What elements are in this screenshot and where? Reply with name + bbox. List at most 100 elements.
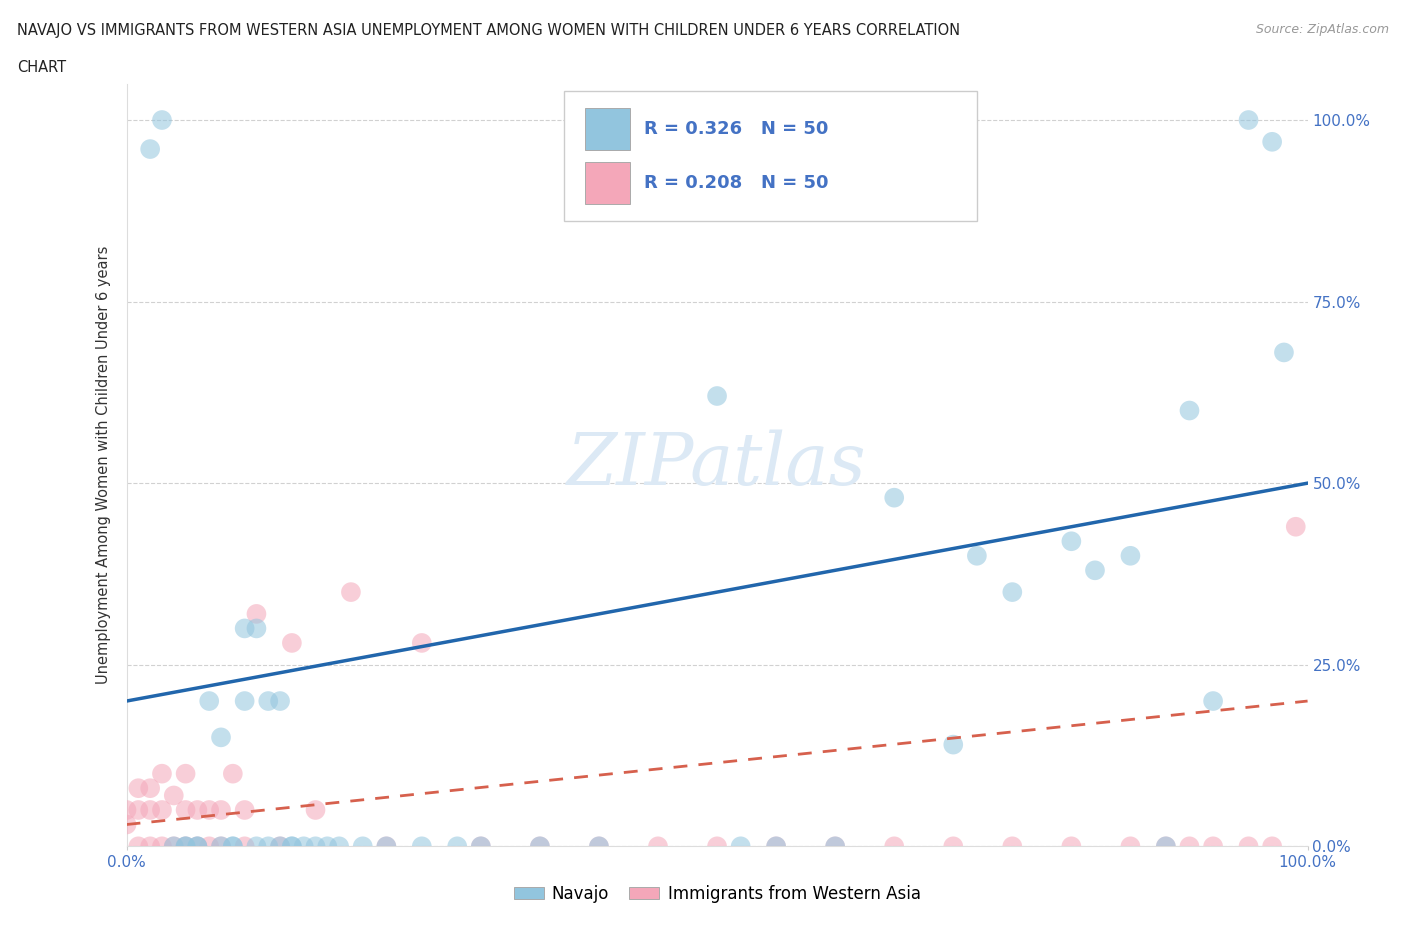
Text: NAVAJO VS IMMIGRANTS FROM WESTERN ASIA UNEMPLOYMENT AMONG WOMEN WITH CHILDREN UN: NAVAJO VS IMMIGRANTS FROM WESTERN ASIA U… [17,23,960,38]
Point [1261,134,1284,149]
Point [1119,839,1142,854]
FancyBboxPatch shape [585,109,630,151]
Text: R = 0.208   N = 50: R = 0.208 N = 50 [644,174,828,192]
Point [1060,839,1083,854]
Point [1178,839,1201,854]
Point [1154,839,1177,854]
Point [765,839,787,854]
Point [150,803,173,817]
Point [1154,839,1177,854]
Point [304,803,326,817]
Point [163,839,186,854]
Point [281,839,304,854]
Y-axis label: Unemployment Among Women with Children Under 6 years: Unemployment Among Women with Children U… [96,246,111,684]
Point [198,803,221,817]
Point [588,839,610,854]
Point [245,606,267,621]
Point [174,839,197,854]
Point [233,621,256,636]
Point [198,694,221,709]
Point [529,839,551,854]
Point [706,389,728,404]
Point [257,839,280,854]
Point [446,839,468,854]
Point [824,839,846,854]
Point [942,737,965,752]
Point [198,839,221,854]
Point [292,839,315,854]
Point [222,839,245,854]
Point [883,490,905,505]
Point [966,549,988,564]
Point [139,781,162,796]
Point [1001,585,1024,600]
Point [233,803,256,817]
Point [824,839,846,854]
Point [281,635,304,650]
Point [1060,534,1083,549]
Point [281,839,304,854]
Point [340,585,363,600]
Point [163,839,186,854]
Point [209,839,232,854]
Point [174,839,197,854]
Point [1119,549,1142,564]
Text: Source: ZipAtlas.com: Source: ZipAtlas.com [1256,23,1389,36]
Text: R = 0.326   N = 50: R = 0.326 N = 50 [644,121,828,139]
Point [1202,839,1225,854]
Point [352,839,374,854]
Point [209,803,232,817]
Point [209,839,232,854]
FancyBboxPatch shape [564,91,977,221]
Point [222,839,245,854]
Point [470,839,492,854]
Point [222,766,245,781]
Point [139,141,162,156]
FancyBboxPatch shape [585,162,630,204]
Point [174,803,197,817]
Point [163,788,186,803]
Point [647,839,669,854]
Point [304,839,326,854]
Point [1084,563,1107,578]
Point [529,839,551,854]
Point [1237,113,1260,127]
Point [706,839,728,854]
Point [245,621,267,636]
Point [375,839,398,854]
Point [186,839,208,854]
Point [1285,519,1308,534]
Point [1178,403,1201,418]
Point [411,839,433,854]
Point [127,781,149,796]
Point [257,694,280,709]
Point [127,839,149,854]
Point [174,766,197,781]
Legend: Navajo, Immigrants from Western Asia: Navajo, Immigrants from Western Asia [513,884,921,903]
Point [186,803,208,817]
Point [186,839,208,854]
Point [470,839,492,854]
Point [269,839,291,854]
Point [765,839,787,854]
Point [1272,345,1295,360]
Point [316,839,339,854]
Point [209,730,232,745]
Point [1237,839,1260,854]
Point [245,839,267,854]
Point [186,839,208,854]
Point [1001,839,1024,854]
Text: CHART: CHART [17,60,66,75]
Point [1261,839,1284,854]
Point [942,839,965,854]
Point [150,766,173,781]
Text: ZIPatlas: ZIPatlas [567,430,868,500]
Point [269,694,291,709]
Point [233,694,256,709]
Point [127,803,149,817]
Point [328,839,350,854]
Point [588,839,610,854]
Point [150,839,173,854]
Point [139,839,162,854]
Point [730,839,752,854]
